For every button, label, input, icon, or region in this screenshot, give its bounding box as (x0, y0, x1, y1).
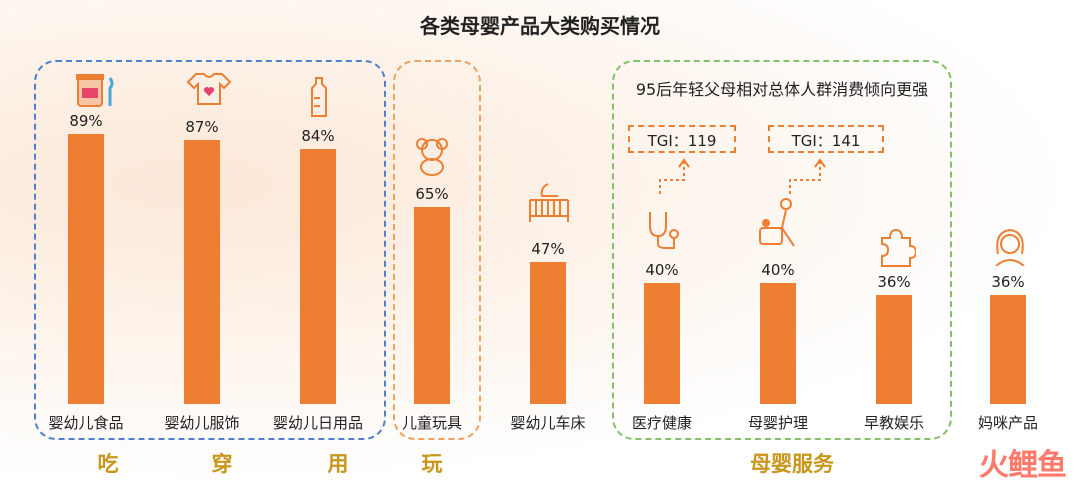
mother-care-icon (759, 198, 795, 247)
value-label-9: 36% (991, 272, 1025, 291)
value-label-1: 89% (69, 112, 103, 131)
category-label-6: 医疗健康 (631, 414, 692, 432)
value-label-6: 40% (645, 260, 679, 279)
group-label-wear: 穿 (211, 452, 233, 476)
bar-2 (184, 140, 220, 404)
baby-food-jar-icon (76, 74, 114, 107)
brand-logo: 火鲤鱼 (979, 448, 1067, 483)
value-label-4: 65% (415, 185, 449, 204)
group-label-play: 玩 (421, 452, 443, 476)
mom-face-icon (995, 228, 1025, 266)
category-label-9: 妈咪产品 (977, 414, 1038, 432)
baby-bottle-icon (311, 77, 327, 117)
group-box-maternal-service (612, 60, 952, 440)
category-label-1: 婴幼儿食品 (48, 414, 124, 432)
tgi-box-1: TGI：119 (628, 125, 736, 153)
group-box-eat-wear-use (34, 60, 386, 440)
group-label-eat: 吃 (97, 452, 119, 476)
category-label-7: 母婴护理 (747, 414, 808, 432)
bar-4 (414, 207, 450, 404)
category-label-3: 婴幼儿日用品 (272, 414, 363, 432)
value-label-5: 47% (531, 239, 565, 258)
tgi-box-2: TGI：141 (768, 125, 884, 153)
puzzle-piece-icon (881, 228, 916, 267)
value-label-3: 84% (301, 127, 335, 146)
bar-1 (68, 134, 104, 404)
teddy-bear-icon (416, 138, 448, 176)
baby-crib-icon (529, 183, 569, 222)
bar-8 (876, 294, 912, 404)
bar-5 (530, 261, 566, 404)
group-label-maternal-service: 母婴服务 (750, 452, 834, 476)
value-label-8: 36% (877, 272, 911, 291)
value-label-2: 87% (185, 118, 219, 137)
category-label-8: 早教娱乐 (863, 414, 924, 432)
stethoscope-icon (649, 212, 679, 249)
bar-7 (760, 282, 796, 404)
value-label-7: 40% (761, 260, 795, 279)
bar-6 (644, 282, 680, 404)
group-box-play (393, 60, 481, 440)
annotation-note: 95后年轻父母相对总体人群消费倾向更强 (635, 80, 929, 99)
baby-onesie-icon (186, 73, 232, 105)
tgi-arrow-2 (789, 158, 826, 194)
bar-9 (990, 294, 1026, 404)
bar-3 (300, 149, 336, 404)
chart-title: 各类母婴产品大类购买情况 (420, 14, 660, 38)
category-label-5: 婴幼儿车床 (510, 414, 586, 432)
group-label-use: 用 (327, 452, 349, 476)
tgi-arrow-1 (659, 158, 690, 194)
category-label-4: 儿童玩具 (401, 414, 462, 432)
category-label-2: 婴幼儿服饰 (164, 414, 240, 432)
